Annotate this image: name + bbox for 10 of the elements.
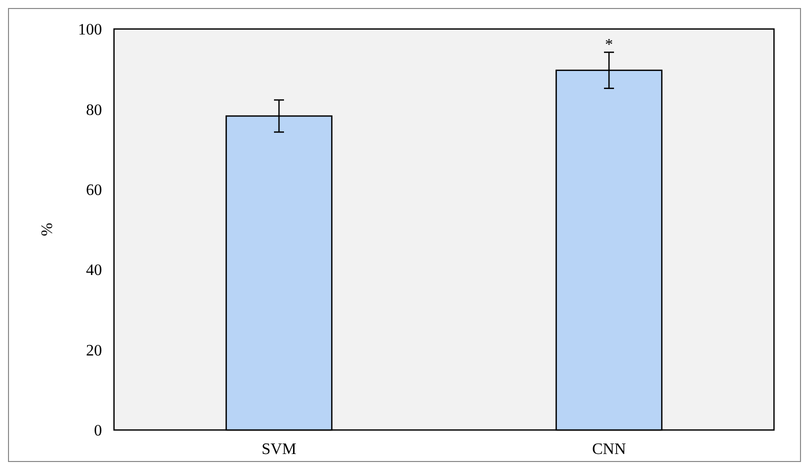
y-tick-label: 40 [86, 262, 102, 280]
x-tick-label: SVM [262, 441, 296, 458]
y-tick-label: 80 [86, 102, 102, 119]
x-tick-label: CNN [592, 441, 626, 458]
y-axis-title: % [39, 222, 56, 236]
y-tick-label: 0 [94, 422, 102, 440]
y-tick-label: 20 [86, 342, 102, 360]
y-tick-label: 60 [86, 182, 102, 199]
y-tick-label: 100 [78, 22, 102, 39]
annotation: * [605, 36, 613, 54]
